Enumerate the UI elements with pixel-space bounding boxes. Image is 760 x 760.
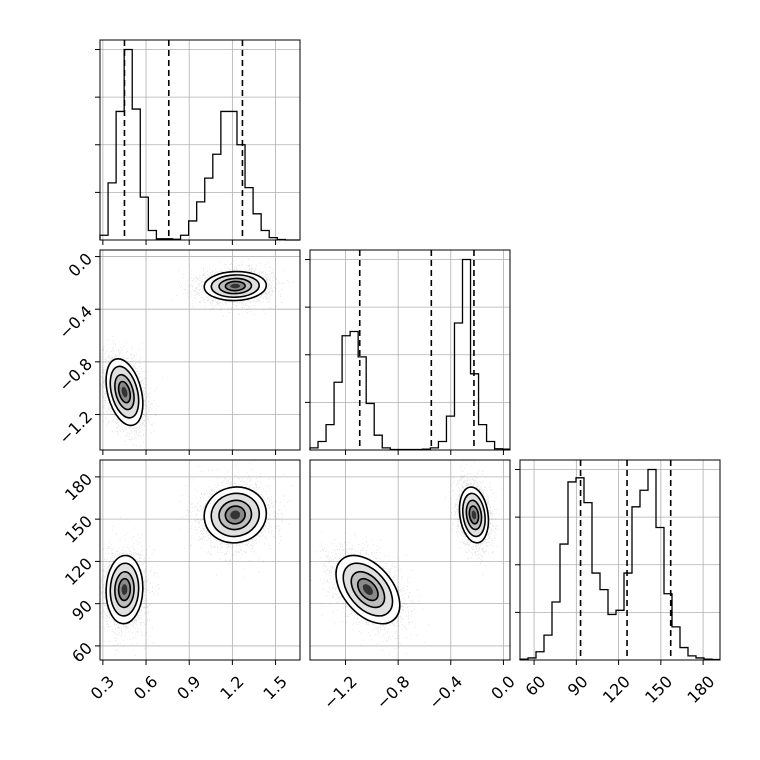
y-tick-label-p2: −1.2 xyxy=(55,407,96,448)
panel-content xyxy=(100,462,293,656)
histogram-p1 xyxy=(99,48,300,241)
x-tick-label-p3: 60 xyxy=(522,672,550,700)
contour-line xyxy=(356,577,379,602)
x-tick-label-p2: 0.0 xyxy=(487,672,518,703)
x-tick-label-p1: 1.2 xyxy=(216,672,247,703)
density-level xyxy=(121,386,128,398)
density-level xyxy=(230,510,241,520)
panel-frame xyxy=(309,249,511,451)
x-tick-label-p1: 0.6 xyxy=(130,672,161,703)
x-tick-label-p3: 90 xyxy=(564,672,592,700)
contour-line xyxy=(468,505,480,525)
x-tick-label-p3: 180 xyxy=(683,672,718,707)
y-tick-label-p2: −0.4 xyxy=(55,302,96,343)
contour-line xyxy=(203,270,268,302)
y-tick-label-p3: 120 xyxy=(61,554,96,589)
y-tick-label-p2: 0.0 xyxy=(65,249,96,280)
x-tick-label-p2: −0.8 xyxy=(373,672,414,713)
panel-frame xyxy=(519,459,721,661)
contour-line xyxy=(117,380,132,404)
y-tick-label-p3: 180 xyxy=(61,469,96,504)
contour-line xyxy=(210,492,261,538)
panel-content xyxy=(310,460,503,655)
contour-line xyxy=(342,562,394,617)
hist-panel-p3 xyxy=(515,459,721,665)
contour-line xyxy=(109,365,140,419)
y-tick-label-p3: 60 xyxy=(68,638,96,666)
density-level xyxy=(121,584,128,595)
contour-line xyxy=(105,554,144,625)
sample-points xyxy=(179,462,293,579)
contour-line xyxy=(218,499,253,531)
contour-line xyxy=(335,554,401,625)
contour-line xyxy=(465,499,483,531)
panel-frame xyxy=(99,459,301,661)
contour-line xyxy=(117,577,132,602)
hist-panel-p2 xyxy=(305,249,511,455)
y-tick-label-p2: −0.8 xyxy=(55,354,96,395)
x-tick-label-p1: 1.5 xyxy=(259,672,290,703)
contour-line xyxy=(203,486,268,544)
histogram-p3 xyxy=(519,468,720,661)
hist-panel-p1 xyxy=(95,39,301,245)
contour-line xyxy=(224,280,246,292)
y-tick-label-p3: 150 xyxy=(61,512,96,547)
x-tick-label-p3: 150 xyxy=(641,672,676,707)
contour-line xyxy=(350,570,386,609)
contour-line xyxy=(114,373,135,411)
y-tick-label-p3: 90 xyxy=(68,596,96,624)
panel-frame xyxy=(99,39,301,241)
x-tick-label-p2: −1.2 xyxy=(320,672,361,713)
x-tick-label-p3: 120 xyxy=(599,672,634,707)
density-level xyxy=(230,283,241,289)
contour-line xyxy=(458,486,490,544)
x-tick-label-p2: −0.4 xyxy=(425,672,466,713)
contour-line xyxy=(224,505,246,525)
scatter-panel-p1-p2 xyxy=(95,249,301,455)
density-level xyxy=(362,584,373,595)
contour-line xyxy=(218,277,253,295)
x-tick-label-p1: 0.3 xyxy=(87,672,118,703)
scatter-panel-p1-p3 xyxy=(95,459,301,665)
scatter-panel-p2-p3 xyxy=(309,459,511,665)
contour-line xyxy=(461,492,486,538)
contour-line xyxy=(105,358,144,427)
density-level xyxy=(471,510,477,520)
panel-frame xyxy=(309,459,511,661)
panel-content xyxy=(100,258,294,450)
contour-line xyxy=(210,274,261,299)
panel-frame xyxy=(99,249,301,451)
contour-line xyxy=(109,562,140,617)
x-tick-label-p1: 0.9 xyxy=(173,672,204,703)
contour-line xyxy=(114,570,135,609)
